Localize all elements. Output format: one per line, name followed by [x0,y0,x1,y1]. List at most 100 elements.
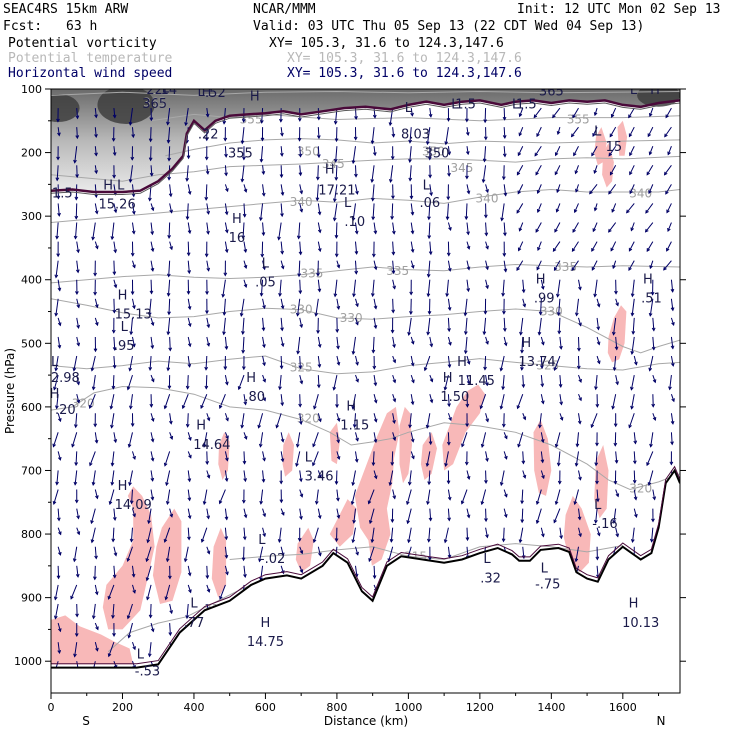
wind-vector-418 [332,184,338,203]
wind-vector-97 [113,241,118,254]
wind-head [423,367,428,372]
wind-vector-463 [372,108,377,119]
wind-head [280,327,284,332]
wind-shaft [558,317,561,334]
wind-head [132,343,136,348]
wind-head [611,331,616,336]
wind-head [426,501,430,506]
y-tick-label-500: 500 [21,337,42,350]
wind-head [280,213,284,218]
wind-vector-271 [223,260,228,277]
wind-head [312,539,317,544]
wind-vector-36 [73,222,78,240]
wind-shaft [410,336,414,344]
wind-vector-389 [299,565,304,574]
wind-shaft [131,127,134,138]
wind-vector-515 [408,146,412,164]
wind-vector-643 [502,298,506,315]
wind-vector-458 [350,489,356,506]
wind-shaft [164,451,171,466]
wind-head [534,152,538,157]
wind-vector-26 [53,603,59,620]
wind-vector-101 [111,317,116,334]
wind-vector-427 [336,355,341,366]
header-init: Init: 12 UTC Mon 02 Sep 13 [517,2,721,17]
wind-shaft [146,584,152,600]
wind-vector-701 [535,489,542,506]
wind-head [224,536,229,541]
wind-vector-433 [334,470,339,485]
wind-vector-39 [75,279,79,296]
wind-shaft [665,184,672,195]
wind-shaft [57,642,61,654]
wind-shaft [628,107,635,118]
wind-head [428,174,432,179]
wind-head [73,653,77,658]
wind-shaft [92,375,96,390]
field-label-7: H [250,89,260,104]
wind-shaft [503,432,508,439]
wind-vector-581 [447,489,452,501]
wind-shaft [645,203,654,214]
wind-vector-634 [502,127,507,140]
wind-head [224,153,228,158]
wind-vector-430 [336,413,341,422]
wind-head [73,235,78,240]
field-label-37: .51 [641,292,662,307]
wind-head [54,367,59,372]
wind-head [262,397,266,402]
wind-shaft [670,413,674,424]
wind-shaft [626,203,635,214]
wind-shaft [571,126,579,137]
wind-vector-11 [57,317,62,327]
wind-head [318,474,322,479]
wind-shaft [94,642,98,651]
wind-head [150,378,155,383]
wind-head [351,482,356,487]
wind-head [298,153,303,158]
wind-vector-439 [353,127,358,141]
wind-shaft [392,394,396,402]
wind-shaft [94,546,97,559]
wind-head [75,291,79,296]
wind-head [112,174,116,179]
wind-head [187,306,192,311]
wind-shaft [502,527,505,542]
wind-vector-737 [574,298,579,317]
wind-vector-548 [426,317,431,336]
wind-shaft [371,165,375,183]
wind-vector-260 [205,565,210,580]
wind-head [371,216,376,221]
wind-head [354,116,358,121]
wind-shaft [480,394,487,409]
wind-shaft [578,393,582,401]
wind-shaft [522,375,525,388]
wind-vector-618 [485,279,489,290]
wind-vector-395 [317,203,322,216]
wind-head [206,210,211,215]
wind-shaft [373,146,376,156]
wind-head [370,140,375,145]
wind-head [628,424,632,429]
wind-shaft [224,470,228,481]
wind-head [91,481,96,486]
wind-vector-555 [425,451,431,468]
wind-head [126,557,131,563]
wind-shaft [241,127,245,144]
wind-head [645,209,649,214]
wind-vector-470 [371,241,376,258]
x-tick-label-1000: 1000 [394,701,422,714]
wind-vector-509 [392,489,397,500]
wind-vector-161 [150,317,155,327]
wind-vector-787 [615,298,619,307]
wind-head [316,135,321,140]
wind-head [574,462,579,467]
wind-head [553,366,558,371]
wind-head [112,574,117,579]
wind-head [241,557,246,562]
strat-maximum-1 [97,89,155,124]
wind-head [536,209,541,214]
wind-head [351,405,356,410]
wind-head [206,550,211,555]
wind-shaft [615,336,618,350]
